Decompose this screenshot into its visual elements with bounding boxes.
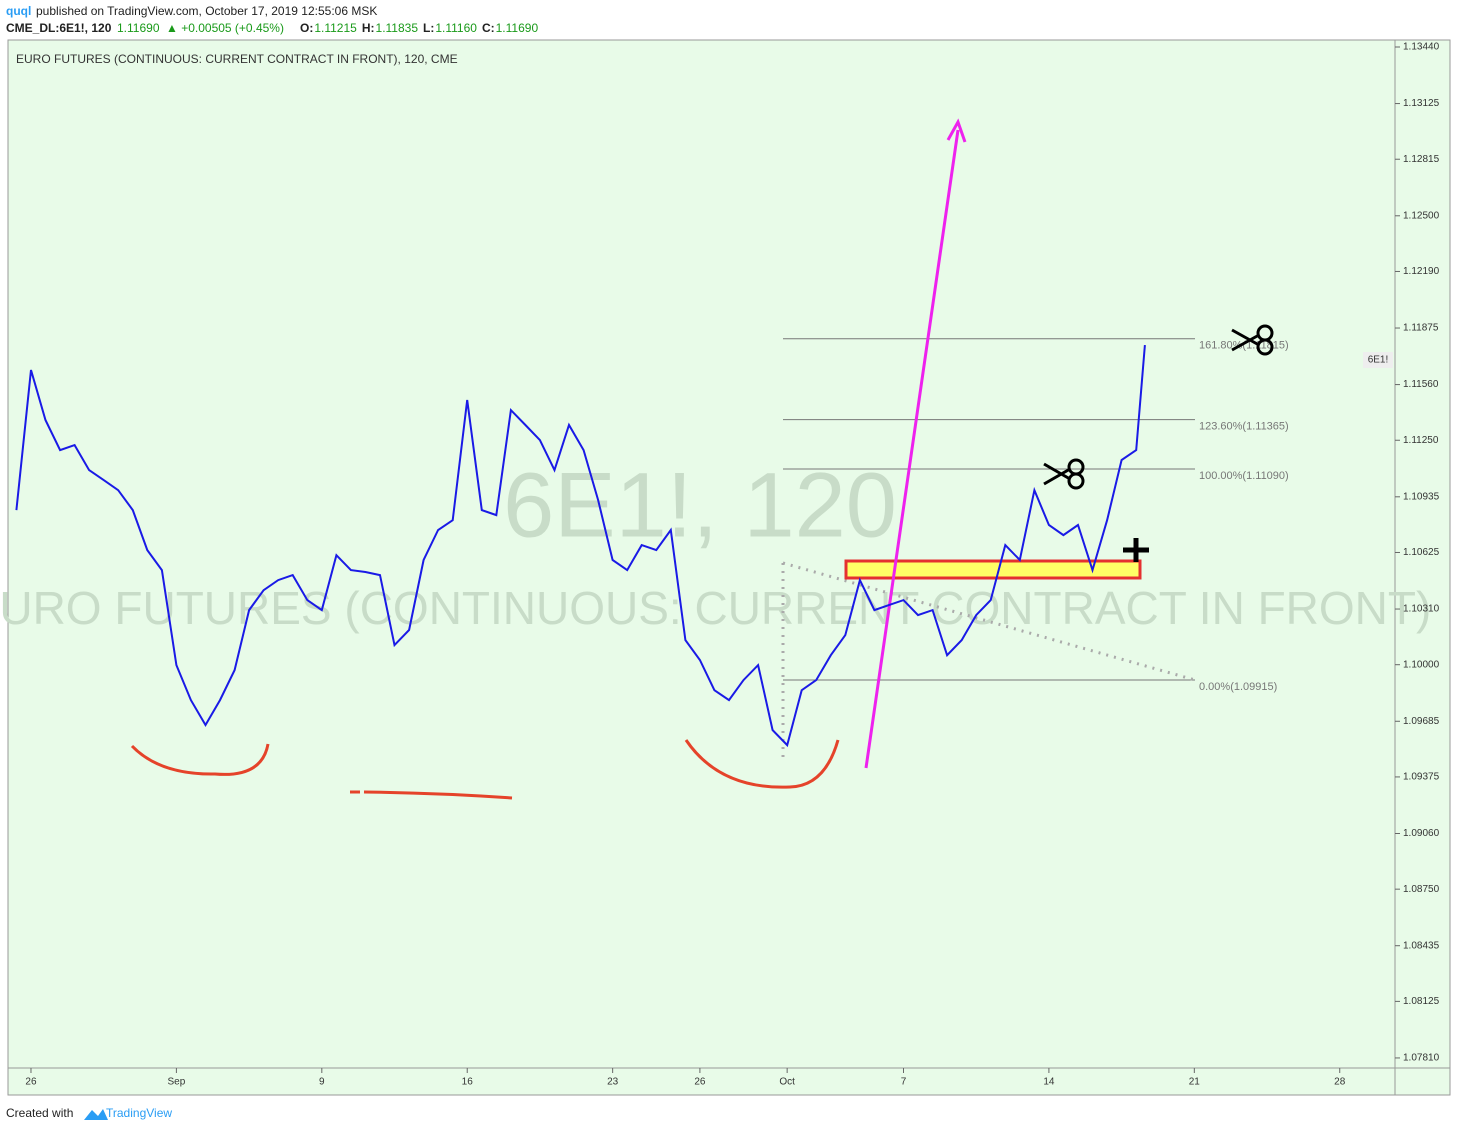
last: 1.11690 (117, 21, 160, 35)
x-tick-label: 16 (462, 1077, 474, 1088)
x-tick-label: 23 (607, 1077, 619, 1088)
ohlc-key: C: (482, 21, 495, 35)
y-tick-label: 1.07810 (1403, 1053, 1440, 1064)
x-tick-label: 14 (1043, 1077, 1055, 1088)
arrow (864, 129, 960, 769)
footer-brand: TradingView (106, 1106, 172, 1120)
ohlc-value: 1.11690 (496, 21, 539, 35)
change: ▲ +0.00505 (+0.45%) (166, 21, 284, 35)
zone (844, 559, 1142, 580)
ohlc-value: 1.11835 (376, 21, 419, 35)
scissors-icon (1231, 324, 1274, 356)
y-tick-label: 1.09060 (1403, 828, 1440, 839)
logo (84, 1109, 108, 1120)
y-tick-label: 1.08435 (1403, 940, 1440, 951)
y-tick-label: 1.12815 (1403, 154, 1440, 165)
footer: Created with (6, 1106, 73, 1120)
published: published on TradingView.com, October 17… (36, 4, 377, 18)
ohlc-key: H: (362, 21, 375, 35)
price-label: 6E1! (1368, 355, 1389, 366)
y-tick-label: 1.12500 (1403, 210, 1440, 221)
y-tick-label: 1.10625 (1403, 547, 1440, 558)
ohlc-key: L: (423, 21, 434, 35)
y-tick-label: 1.11250 (1403, 435, 1439, 446)
x-tick-label: Oct (779, 1077, 795, 1088)
chart-title: EURO FUTURES (CONTINUOUS: CURRENT CONTRA… (16, 52, 458, 66)
y-tick-label: 1.10310 (1403, 604, 1440, 615)
y-tick-label: 1.09685 (1403, 716, 1440, 727)
arrow-head (946, 118, 967, 143)
fib-label: 161.80%(1.11815) (1199, 340, 1289, 352)
x-tick-label: 26 (25, 1077, 37, 1088)
watermark: EURO FUTURES (CONTINUOUS: CURRENT CONTRA… (0, 582, 1431, 634)
x-tick-label: 9 (319, 1077, 325, 1088)
price-line (15, 345, 1146, 748)
y-tick-label: 1.09375 (1403, 772, 1440, 783)
symbol: CME_DL:6E1!, 120 (6, 21, 112, 35)
curve (350, 790, 513, 800)
price-label-box (1363, 352, 1393, 368)
x-tick-label: 26 (694, 1077, 706, 1088)
y-tick-label: 1.13440 (1403, 42, 1440, 53)
x-tick-label: Sep (167, 1077, 185, 1088)
y-tick-label: 1.08125 (1403, 996, 1440, 1007)
ohlc-value: 1.11160 (435, 21, 477, 35)
ohlc-key: O: (300, 21, 313, 35)
ohlc-value: 1.11215 (314, 21, 357, 35)
y-tick-label: 1.08750 (1403, 884, 1440, 895)
scissors-icon (1043, 458, 1085, 490)
x-tick-label: 21 (1189, 1077, 1201, 1088)
fib-label: 100.00%(1.11090) (1199, 470, 1289, 482)
y-tick-label: 1.11560 (1403, 379, 1439, 390)
y-tick-label: 1.11875 (1403, 323, 1439, 334)
y-tick-label: 1.13125 (1403, 98, 1440, 109)
fib-label: 0.00%(1.09915) (1199, 681, 1277, 693)
fib-label: 123.60%(1.11365) (1199, 421, 1289, 433)
x-tick-label: 7 (901, 1077, 907, 1088)
y-tick-label: 1.10000 (1403, 659, 1440, 670)
plus-icon (1123, 538, 1149, 562)
watermark: 6E1!, 120 (503, 454, 897, 556)
author: quql (6, 4, 31, 18)
x-tick-label: 28 (1334, 1077, 1346, 1088)
y-tick-label: 1.10935 (1403, 491, 1440, 502)
curve (130, 743, 270, 776)
curve (684, 739, 840, 789)
chart-area (7, 39, 1451, 1096)
y-tick-label: 1.12190 (1403, 266, 1440, 277)
